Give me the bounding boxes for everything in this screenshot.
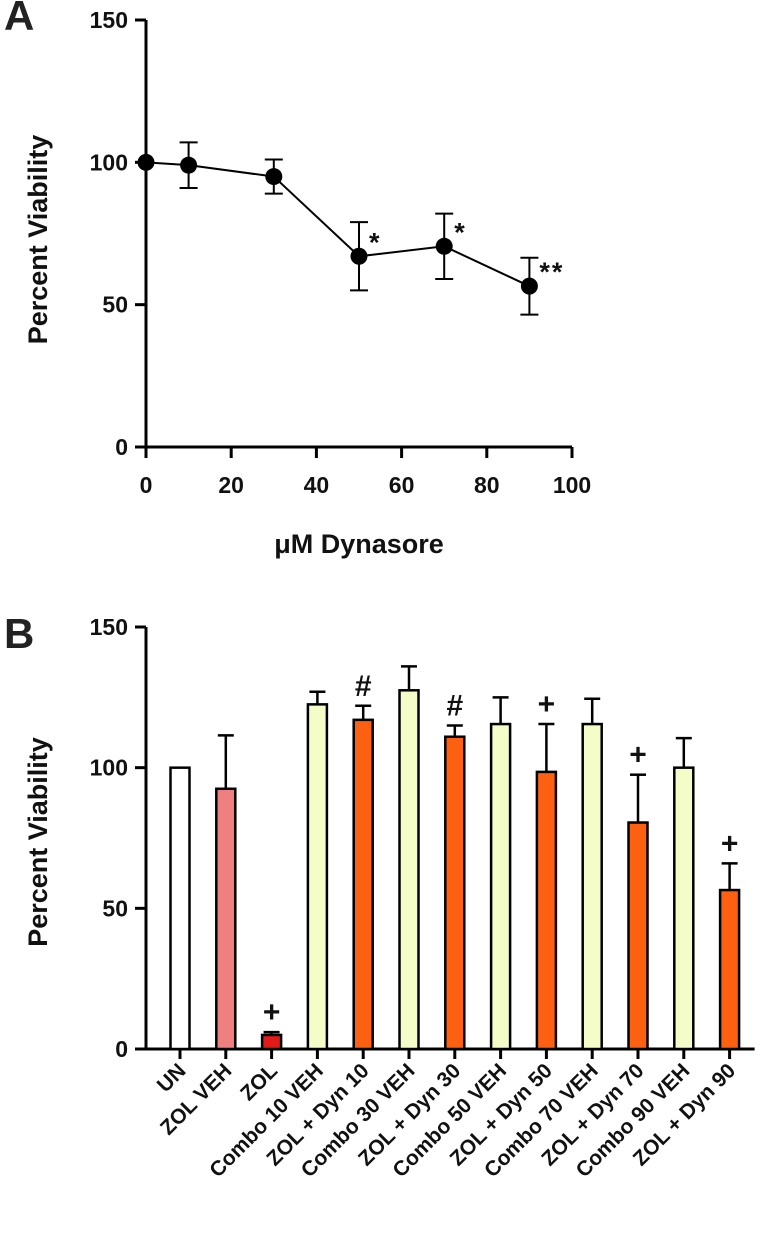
x-tick-label: 20 bbox=[218, 472, 244, 498]
data-point bbox=[520, 277, 538, 295]
significance-marker: + bbox=[263, 996, 281, 1029]
x-tick-label: 80 bbox=[474, 472, 500, 498]
bar bbox=[352, 718, 374, 1051]
y-tick-label: 100 bbox=[90, 149, 128, 175]
panel-a-letter: A bbox=[4, 0, 34, 39]
x-axis-title: μM Dynasore bbox=[274, 529, 444, 559]
x-tick-label: 60 bbox=[389, 472, 415, 498]
bar bbox=[627, 821, 649, 1051]
panel-b-letter: B bbox=[4, 610, 34, 657]
x-category-label: UN bbox=[153, 1059, 191, 1097]
significance-marker: # bbox=[446, 689, 463, 722]
data-point bbox=[350, 247, 368, 265]
y-tick-label: 0 bbox=[115, 434, 128, 460]
y-tick-label: 50 bbox=[102, 292, 128, 318]
bar bbox=[489, 722, 512, 1051]
y-tick-label: 0 bbox=[115, 1036, 128, 1062]
bar bbox=[444, 735, 466, 1051]
series-line bbox=[145, 161, 530, 288]
significance-marker: + bbox=[629, 739, 647, 772]
x-tick-label: 100 bbox=[553, 472, 591, 498]
x-tick-label: 40 bbox=[304, 472, 330, 498]
data-point bbox=[265, 168, 283, 186]
chart-a: 0 50 100 150 0 20 40 60 80 100 μM Dynasore Percent … bbox=[23, 7, 591, 559]
bar bbox=[535, 770, 558, 1051]
bar bbox=[215, 787, 237, 1051]
significance-marker: * bbox=[369, 227, 382, 257]
y-tick-label: 150 bbox=[90, 7, 128, 33]
bar bbox=[718, 888, 741, 1051]
bar bbox=[260, 1033, 283, 1051]
bar bbox=[581, 722, 603, 1051]
x-tick-label: 0 bbox=[140, 472, 153, 498]
bar bbox=[673, 766, 695, 1051]
data-point bbox=[435, 237, 453, 255]
data-point bbox=[137, 153, 155, 171]
significance-marker: ** bbox=[539, 257, 564, 287]
y-axis-title: Percent Viability bbox=[23, 135, 53, 345]
data-point bbox=[180, 156, 198, 174]
y-tick-label: 100 bbox=[90, 755, 128, 781]
significance-marker: + bbox=[721, 827, 739, 860]
y-tick-label: 150 bbox=[90, 614, 128, 640]
y-axis-title: Percent Viability bbox=[23, 737, 53, 947]
bar bbox=[306, 703, 329, 1051]
bar bbox=[169, 766, 191, 1051]
significance-marker: * bbox=[454, 217, 467, 247]
bar bbox=[398, 689, 420, 1051]
y-tick-label: 50 bbox=[102, 895, 128, 921]
significance-marker: # bbox=[355, 670, 372, 703]
significance-marker: + bbox=[538, 688, 556, 721]
